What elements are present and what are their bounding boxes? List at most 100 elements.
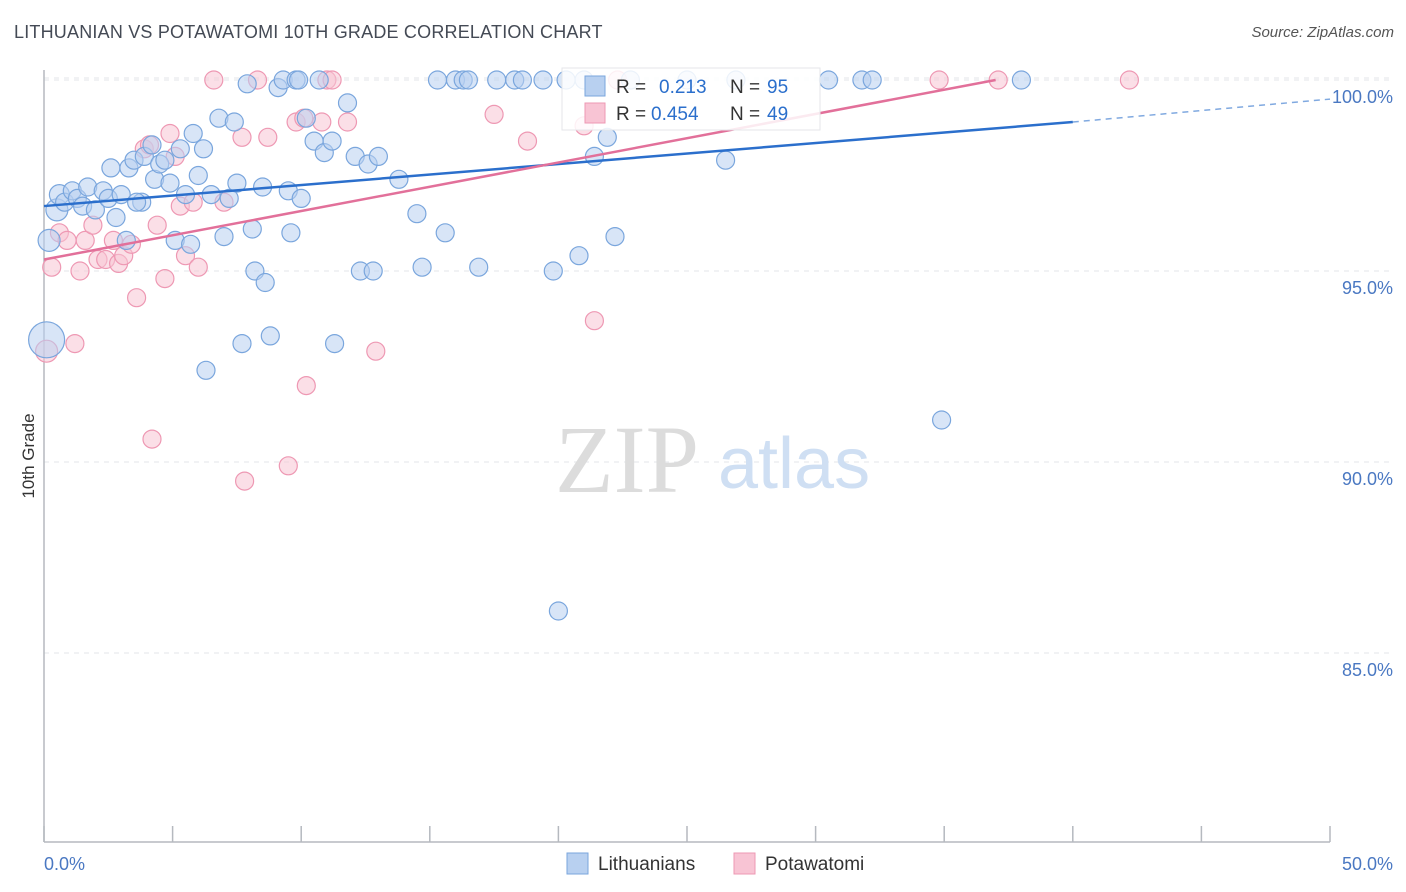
- potawatomi-point-28: [232, 127, 252, 147]
- lithuanian-point-70: [458, 70, 478, 90]
- lithuanian-point-30: [188, 165, 208, 186]
- potawatomi-point-44: [584, 311, 605, 331]
- lithuanian-point-61: [363, 261, 383, 281]
- trend-lines: [43, 78, 1331, 261]
- lithuanian-point-66: [427, 70, 448, 90]
- trend-line-potawatomi: [43, 78, 996, 261]
- potawatomi-point-48: [1119, 70, 1140, 90]
- lithuanian-point-32: [201, 185, 221, 205]
- trend-line-lithuanians-extension: [1072, 98, 1331, 123]
- y-tick-label-95: 95.0%: [1342, 278, 1393, 298]
- legend-swatch-lithuanians: [566, 852, 589, 875]
- lithuanian-point-65: [412, 257, 432, 277]
- potawatomi-point-39: [337, 112, 358, 132]
- lithuanian-point-94: [127, 192, 147, 212]
- potawatomi-point-14: [127, 288, 147, 308]
- potawatomi-point-25: [188, 257, 208, 277]
- potawatomi-point-40: [366, 341, 386, 361]
- y-tick-label-90: 90.0%: [1342, 469, 1393, 489]
- lithuanian-point-43: [255, 272, 275, 293]
- lithuanian-point-38: [232, 334, 252, 354]
- legend: Lithuanians Potawatomi: [566, 852, 864, 875]
- legend-label-lithuanians: Lithuanians: [598, 854, 695, 875]
- source-label: Source: ZipAtlas.com: [1251, 24, 1394, 41]
- stats-r-value-potawatomi: 0.454: [651, 104, 699, 125]
- lithuanian-point-71: [469, 257, 489, 277]
- legend-label-potawatomi: Potawatomi: [765, 854, 864, 875]
- potawatomi-point-20: [160, 123, 180, 144]
- lithuanian-point-57: [337, 93, 358, 113]
- potawatomi-point-42: [517, 131, 538, 151]
- lithuanian-point-63: [389, 169, 409, 189]
- watermark-atlas: atlas: [718, 424, 870, 504]
- lithuanian-point-35: [219, 188, 239, 208]
- x-tick-label-max: 50.0%: [1342, 854, 1393, 874]
- potawatomi-point-3: [57, 230, 77, 250]
- series-lithuanians: [27, 70, 1032, 621]
- lithuanian-point-51: [296, 108, 316, 128]
- lithuanian-point-79: [569, 246, 589, 266]
- potawatomi-point-5: [70, 261, 90, 281]
- lithuanian-point-0: [27, 321, 66, 359]
- lithuanian-point-37: [227, 173, 247, 193]
- potawatomi-point-31: [258, 127, 278, 147]
- lithuanian-point-44: [260, 326, 280, 346]
- lithuanian-point-83: [605, 227, 625, 247]
- lithuanian-point-93: [196, 360, 216, 380]
- lithuanian-point-53: [309, 70, 329, 90]
- y-tick-labels: 100.0% 95.0% 90.0% 85.0%: [1332, 87, 1393, 680]
- trend-line-lithuanians: [43, 120, 1073, 208]
- chart-title: LITHUANIAN VS POTAWATOMI 10TH GRADE CORR…: [14, 22, 603, 42]
- potawatomi-point-32: [278, 456, 298, 476]
- stats-swatch-lithuanians: [584, 75, 606, 97]
- watermark-zip: ZIP: [555, 406, 699, 513]
- lithuanian-point-82: [597, 127, 617, 147]
- lithuanian-point-67: [435, 223, 455, 243]
- lithuanian-point-95: [289, 70, 309, 90]
- lithuanian-point-77: [548, 601, 569, 621]
- lithuanian-point-24: [160, 173, 180, 193]
- potawatomi-point-46: [929, 70, 949, 90]
- lithuanian-point-31: [193, 139, 214, 159]
- lithuanian-point-92: [1011, 70, 1032, 90]
- lithuanian-point-34: [214, 227, 234, 247]
- lithuanian-point-36: [224, 112, 244, 132]
- lithuanian-point-74: [512, 70, 533, 90]
- lithuanian-point-86: [715, 150, 736, 170]
- lithuanian-point-88: [818, 70, 839, 90]
- x-tick-label-min: 0.0%: [44, 854, 85, 874]
- legend-swatch-potawatomi: [733, 852, 756, 875]
- potawatomi-point-18: [147, 215, 167, 235]
- y-axis-title: 10th Grade: [19, 413, 38, 498]
- lithuanian-point-26: [170, 139, 190, 159]
- lithuanian-point-15: [116, 230, 136, 250]
- lithuanian-point-90: [862, 70, 882, 90]
- lithuanian-point-29: [183, 123, 203, 144]
- y-tick-label-100: 100.0%: [1332, 87, 1393, 107]
- stats-swatch-potawatomi: [584, 102, 606, 124]
- lithuanian-point-50: [291, 188, 311, 208]
- potawatomi-point-29: [235, 471, 255, 491]
- potawatomi-point-35: [296, 376, 316, 396]
- axes: [43, 70, 1331, 843]
- lithuanian-point-13: [106, 207, 126, 228]
- lithuanian-point-91: [931, 410, 952, 430]
- stats-box: R = 0.213 N = 95 R = 0.454 N = 49: [561, 67, 821, 131]
- potawatomi-point-4: [65, 334, 85, 354]
- stats-n-label-lithuanians: N =: [730, 77, 760, 98]
- potawatomi-point-6: [75, 230, 95, 250]
- lithuanian-point-1: [37, 228, 61, 252]
- lithuanian-point-64: [407, 204, 427, 224]
- stats-r-label-lithuanians: R =: [616, 77, 646, 98]
- stats-n-value-potawatomi: 49: [767, 104, 788, 125]
- potawatomi-point-17: [142, 429, 162, 449]
- lithuanian-point-72: [487, 70, 507, 90]
- potawatomi-point-41: [484, 104, 504, 125]
- lithuanian-point-48: [281, 223, 301, 243]
- lithuanian-point-39: [237, 74, 257, 94]
- y-tick-label-85: 85.0%: [1342, 660, 1393, 680]
- potawatomi-point-1: [42, 257, 62, 277]
- lithuanian-point-56: [325, 334, 345, 354]
- lithuanian-point-75: [533, 70, 553, 90]
- stats-n-label-potawatomi: N =: [730, 104, 760, 125]
